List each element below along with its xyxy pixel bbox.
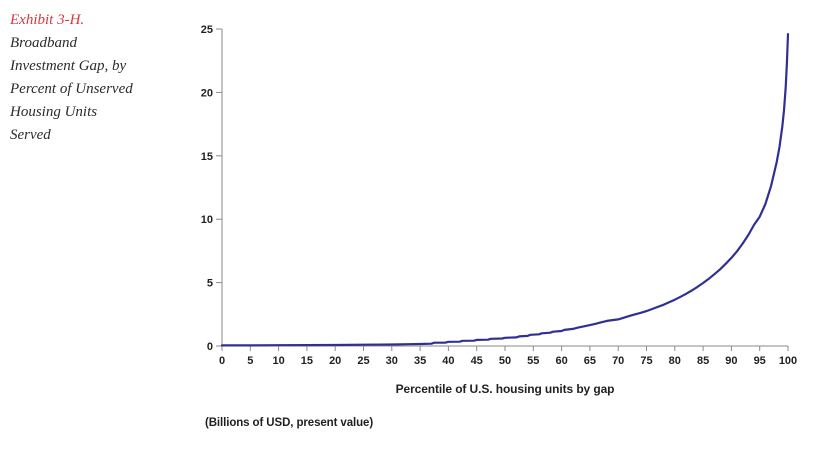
x-tick-label: 100 xyxy=(779,355,797,367)
exhibit-title-line: Broadband xyxy=(10,35,77,51)
x-tick-label: 45 xyxy=(471,355,483,367)
y-tick-label: 15 xyxy=(201,151,213,163)
gap-curve xyxy=(220,32,790,347)
y-tick-label: 0 xyxy=(207,341,213,353)
x-tick-label: 15 xyxy=(301,355,313,367)
x-tick-label: 0 xyxy=(219,355,225,367)
x-tick-label: 30 xyxy=(386,355,398,367)
x-tick-label: 85 xyxy=(697,355,709,367)
x-tick-label: 70 xyxy=(612,355,624,367)
x-tick-label: 95 xyxy=(754,355,766,367)
y-tick-label: 10 xyxy=(201,214,213,226)
y-tick-label: 25 xyxy=(201,24,213,36)
exhibit-title-line: Investment Gap, by xyxy=(10,58,127,74)
exhibit-title-line: Percent of Unserved xyxy=(10,81,133,97)
exhibit-title-line: Served xyxy=(10,127,51,143)
x-tick-label: 55 xyxy=(527,355,539,367)
x-tick-label: 35 xyxy=(414,355,426,367)
exhibit-number: Exhibit 3-H. xyxy=(10,12,85,28)
x-tick-label: 60 xyxy=(555,355,567,367)
x-tick-label: 65 xyxy=(584,355,596,367)
x-axis-title: Percentile of U.S. housing units by gap xyxy=(395,382,615,396)
x-tick-label: 20 xyxy=(329,355,341,367)
x-tick-label: 50 xyxy=(499,355,511,367)
x-tick-label: 75 xyxy=(640,355,652,367)
x-tick-label: 40 xyxy=(442,355,454,367)
x-tick-label: 5 xyxy=(247,355,253,367)
unit-note: (Billions of USD, present value) xyxy=(205,417,374,429)
exhibit-title-line: Housing Units xyxy=(10,104,98,120)
x-tick-label: 10 xyxy=(272,355,284,367)
x-tick-label: 25 xyxy=(357,355,369,367)
x-tick-label: 90 xyxy=(725,355,737,367)
y-tick-label: 20 xyxy=(201,87,213,99)
x-tick-label: 80 xyxy=(669,355,681,367)
exhibit-caption: Exhibit 3-H. Broadband Investment Gap, b… xyxy=(10,9,195,147)
y-tick-label: 5 xyxy=(207,278,213,290)
